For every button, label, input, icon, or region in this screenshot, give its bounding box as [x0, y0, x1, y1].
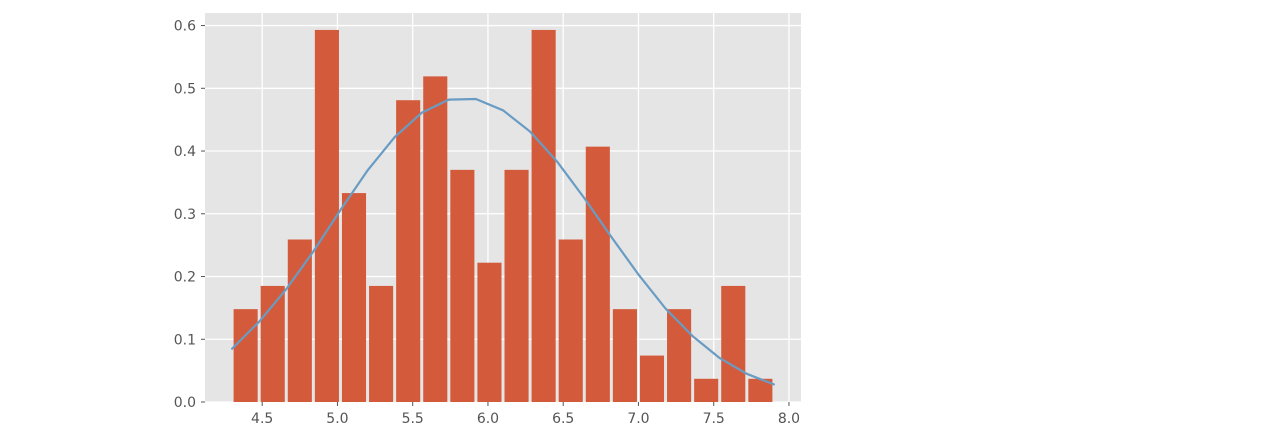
x-tick-label: 8.0: [778, 411, 800, 427]
histogram-bar: [721, 285, 746, 402]
histogram-bar: [341, 193, 367, 402]
histogram-bar: [639, 355, 665, 402]
histogram-bars: [233, 29, 773, 403]
histogram-bar: [504, 169, 529, 402]
y-tick-label: 0.5: [174, 81, 196, 97]
histogram-bar: [477, 262, 502, 402]
density-curve: [231, 97, 776, 386]
histogram-bar: [531, 29, 556, 403]
histogram-bar: [396, 100, 421, 402]
y-tick-label: 0.3: [174, 207, 196, 223]
x-tick-label: 6.0: [477, 411, 499, 427]
x-tick-label: 5.0: [326, 411, 348, 427]
histogram-bar: [667, 309, 692, 402]
y-tick-label: 0.1: [174, 332, 196, 348]
axes: 4.5 5.0 5.5 6.0 6.5 7.0 7.5 8.0 0.0 0.1 0.2 0.3 0.4 0…: [174, 19, 800, 427]
histogram-bar: [748, 378, 773, 402]
histogram-bar: [369, 285, 394, 402]
histogram-bar: [585, 146, 610, 402]
histogram-bar: [450, 169, 475, 402]
y-tick-label: 0.2: [174, 270, 196, 286]
histogram-bar: [612, 309, 637, 402]
histogram-bar: [260, 285, 285, 402]
histogram-bar: [423, 76, 448, 402]
x-tick-label: 4.5: [251, 411, 273, 427]
y-tick-label: 0.6: [174, 19, 196, 35]
x-tick-label: 7.5: [703, 411, 725, 427]
x-tick-label: 5.5: [402, 411, 424, 427]
histogram-bar: [694, 378, 719, 402]
density-line: [231, 97, 776, 386]
x-tick-label: 6.5: [552, 411, 574, 427]
histogram-bar: [558, 239, 583, 402]
y-tick-label: 0.0: [174, 395, 196, 411]
y-tick-label: 0.4: [174, 144, 196, 160]
histogram-bar: [233, 309, 258, 402]
histogram-bar: [287, 239, 312, 402]
histogram-bar: [314, 29, 339, 403]
x-tick-label: 7.0: [627, 411, 649, 427]
